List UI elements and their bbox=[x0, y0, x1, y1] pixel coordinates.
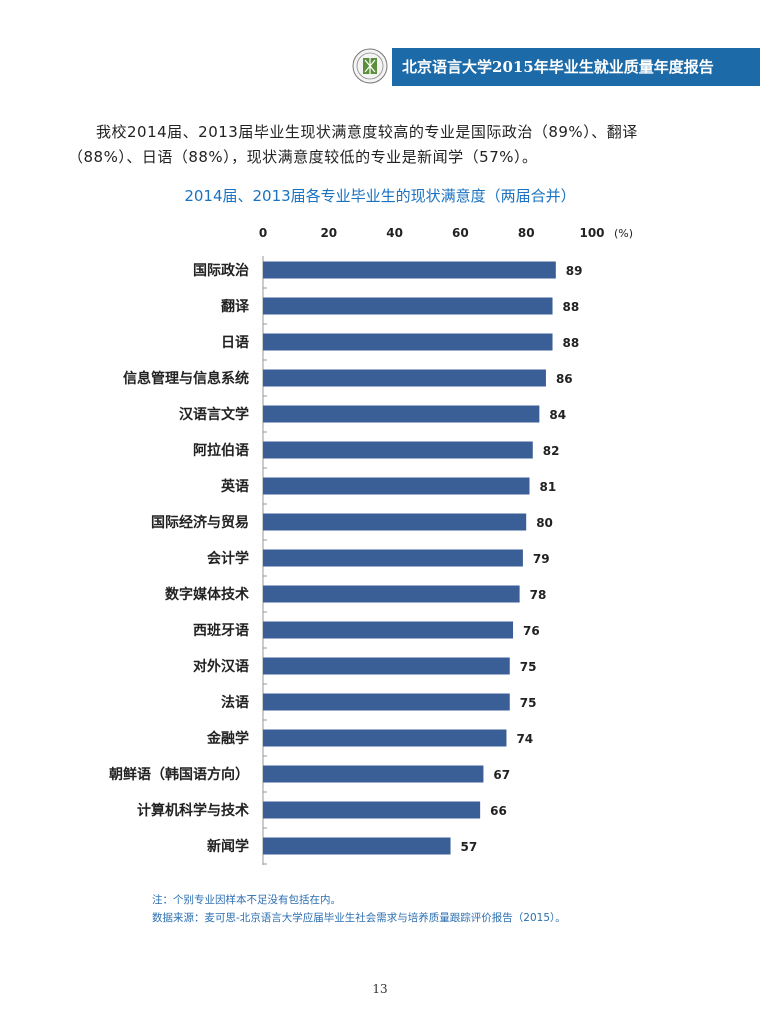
bar bbox=[263, 513, 527, 531]
category-label: 信息管理与信息系统 bbox=[123, 370, 249, 387]
bar bbox=[263, 369, 546, 387]
value-label: 75 bbox=[520, 660, 537, 674]
intro-paragraph: 我校2014届、2013届毕业生现状满意度较高的专业是国际政治（89%）、翻译（… bbox=[68, 123, 638, 166]
bar bbox=[263, 261, 556, 279]
bar bbox=[263, 333, 553, 351]
category-label: 法语 bbox=[221, 694, 249, 711]
x-tick-label: 80 bbox=[518, 226, 535, 240]
category-label: 汉语言文学 bbox=[179, 406, 249, 423]
bar bbox=[263, 765, 484, 783]
value-label: 82 bbox=[543, 444, 560, 458]
bar bbox=[263, 729, 507, 747]
bar bbox=[263, 657, 510, 675]
bar bbox=[263, 585, 520, 603]
x-tick-label: 0 bbox=[259, 226, 267, 240]
satisfaction-bar-chart: 0 20 40 60 80 100 (%) 国际政治 89 翻译 88 日语 88 信息管理与信息系统 86… bbox=[109, 226, 633, 865]
x-tick-label: 100 bbox=[579, 226, 604, 240]
category-label: 日语 bbox=[221, 335, 249, 351]
category-label: 会计学 bbox=[207, 550, 249, 567]
x-tick-label: 40 bbox=[386, 226, 403, 240]
value-label: 76 bbox=[523, 624, 540, 638]
page-number: 13 bbox=[372, 982, 388, 996]
axis-unit-label: (%) bbox=[614, 227, 633, 240]
category-label: 金融学 bbox=[206, 730, 249, 747]
bar bbox=[263, 837, 451, 855]
category-label: 对外汉语 bbox=[193, 658, 249, 675]
value-label: 81 bbox=[539, 480, 556, 494]
value-label: 57 bbox=[461, 840, 478, 854]
category-label: 翻译 bbox=[221, 298, 250, 315]
chart-title: 2014届、2013届各专业毕业生的现状满意度（两届合并） bbox=[184, 187, 576, 205]
value-label: 78 bbox=[530, 588, 547, 602]
value-label: 86 bbox=[556, 372, 573, 386]
chart-notes: 注：个别专业因样本不足没有包括在内。 数据来源：麦可思-北京语言大学应届毕业生社… bbox=[152, 891, 712, 927]
category-label: 数字媒体技术 bbox=[165, 586, 249, 603]
value-label: 84 bbox=[549, 408, 566, 422]
value-label: 66 bbox=[490, 804, 507, 818]
x-tick-label: 20 bbox=[320, 226, 337, 240]
category-label: 国际政治 bbox=[193, 262, 249, 279]
bar bbox=[263, 621, 514, 639]
category-label: 新闻学 bbox=[207, 838, 249, 855]
value-label: 80 bbox=[536, 516, 553, 530]
value-label: 89 bbox=[566, 264, 583, 278]
bar bbox=[263, 441, 533, 459]
header-band bbox=[392, 48, 760, 86]
value-label: 75 bbox=[520, 696, 537, 710]
bar bbox=[263, 693, 510, 711]
bar bbox=[263, 801, 481, 819]
value-label: 67 bbox=[493, 768, 510, 782]
university-seal-icon bbox=[352, 48, 388, 84]
value-label: 88 bbox=[563, 300, 580, 314]
report-header-title: 北京语言大学2015年毕业生就业质量年度报告 bbox=[402, 58, 714, 76]
value-label: 74 bbox=[516, 732, 533, 746]
data-source: 数据来源：麦可思-北京语言大学应届毕业生社会需求与培养质量跟踪评价报告（2015… bbox=[152, 912, 566, 924]
footnote: 注：个别专业因样本不足没有包括在内。 bbox=[152, 894, 341, 906]
category-label: 国际经济与贸易 bbox=[151, 514, 249, 531]
category-label: 阿拉伯语 bbox=[193, 442, 249, 459]
bar bbox=[263, 549, 523, 567]
x-tick-label: 60 bbox=[452, 226, 469, 240]
bar bbox=[263, 477, 530, 495]
bar bbox=[263, 297, 553, 315]
category-label: 西班牙语 bbox=[193, 622, 249, 639]
value-label: 88 bbox=[563, 336, 580, 350]
category-label: 计算机科学与技术 bbox=[137, 802, 249, 819]
category-label: 英语 bbox=[220, 478, 249, 495]
value-label: 79 bbox=[533, 552, 550, 566]
category-label: 朝鲜语（韩国语方向） bbox=[109, 766, 249, 783]
bar bbox=[263, 405, 540, 423]
